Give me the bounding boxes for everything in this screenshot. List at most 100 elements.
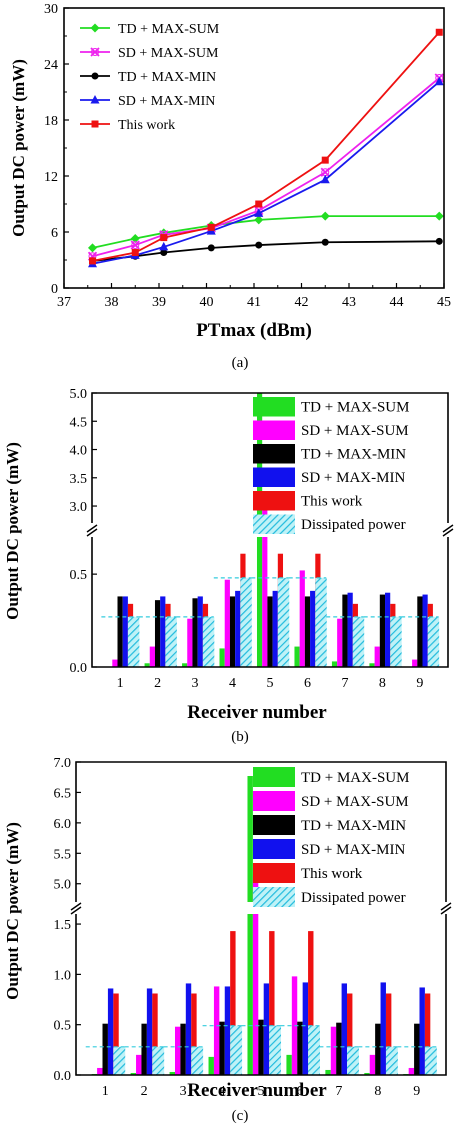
bar [380, 982, 386, 1075]
x-tick-label: 37 [57, 295, 71, 310]
legend-label: TD + MAX-MIN [118, 70, 216, 85]
x-axis-label: PTmax (dBm) [196, 320, 312, 341]
series-line [92, 215, 440, 249]
data-point-ring [131, 241, 140, 250]
bar [331, 661, 338, 667]
bar [187, 618, 193, 667]
data-point [160, 249, 168, 257]
bar [304, 596, 311, 667]
y-tick-label: 4.5 [70, 415, 88, 430]
data-point [160, 234, 168, 242]
x-tick-label: 45 [437, 295, 451, 310]
data-point [89, 257, 96, 265]
bar-dissipated [352, 616, 365, 667]
data-point [320, 174, 330, 184]
bar [122, 596, 128, 667]
bar [347, 592, 353, 667]
bar [213, 986, 220, 1075]
panel-c: 0.0 0.5 1.0 1.5 5.0 5.5 6.0 6.5 7.0 1 2 3 4 5 6 7 8 9 TD +… [3, 756, 452, 1124]
panel-caption: (b) [231, 729, 249, 745]
legend-swatch [253, 491, 295, 511]
data-point [254, 215, 264, 225]
bar [208, 1056, 214, 1075]
bar [330, 1026, 337, 1075]
bar [113, 993, 119, 1075]
data-point [90, 95, 100, 104]
data-point [255, 241, 263, 249]
bar [224, 579, 230, 667]
bar [364, 1072, 370, 1075]
series-line [92, 31, 440, 262]
legend-label: TD + MAX-SUM [301, 770, 409, 786]
y-tick-label: 18 [44, 114, 58, 129]
bar-dissipated [127, 616, 140, 667]
bar [107, 988, 114, 1075]
data-point [88, 243, 97, 253]
bar [219, 1021, 225, 1075]
y-tick-label: 1.5 [54, 918, 72, 933]
y-tick-label: 30 [44, 2, 58, 17]
y-axis-label: Output DC power (mW) [9, 59, 28, 237]
bar-lower-part [262, 537, 268, 667]
axis-break-mark [440, 902, 452, 915]
y-tick-label: 0.0 [70, 661, 88, 676]
bar [347, 993, 353, 1075]
x-tick-label: 39 [152, 295, 166, 310]
bar [414, 1023, 420, 1075]
bar [417, 596, 423, 667]
bar [160, 596, 166, 667]
bar-dissipated [269, 1025, 282, 1075]
bar-dissipated [165, 616, 177, 667]
bar [302, 982, 309, 1075]
bar [149, 646, 155, 667]
y-tick-label: 3.5 [70, 472, 88, 487]
bar-dissipated [113, 1046, 126, 1075]
bar [229, 596, 236, 667]
x-tick-label: 3 [180, 1084, 187, 1099]
legend-label: Dissipated power [301, 890, 406, 906]
bar [180, 1023, 186, 1075]
bar [369, 1054, 376, 1075]
y-tick-label: 0.0 [54, 1069, 72, 1084]
series-line [92, 240, 440, 262]
data-point [321, 156, 329, 164]
panel-b: 0.0 0.5 3.0 3.5 4.0 4.5 5.0 1 2 3 4 5 6 7 8 9 TD + MAX-S… [3, 387, 454, 745]
bar [154, 600, 161, 667]
bar [191, 993, 197, 1075]
legend-swatch [253, 397, 295, 417]
y-tick-label: 7.0 [54, 756, 72, 771]
bar-dissipated [240, 577, 252, 667]
x-tick-label: 41 [247, 295, 261, 310]
bar-dissipated [277, 577, 290, 667]
bar [308, 931, 314, 1075]
bar [294, 646, 300, 667]
x-tick-label: 4 [219, 1084, 226, 1099]
legend-swatch [253, 791, 295, 811]
bar [144, 663, 150, 667]
legend-swatch [253, 863, 295, 883]
bar [152, 993, 158, 1075]
legend-label: SD + MAX-MIN [118, 94, 215, 109]
bar-upper-part [247, 776, 253, 902]
bar [310, 590, 316, 667]
x-tick-label: 1 [102, 1084, 109, 1099]
bar [230, 931, 236, 1075]
bar [379, 594, 386, 667]
legend-swatch [253, 839, 295, 859]
bar [263, 983, 270, 1075]
legend-label: SD + MAX-SUM [301, 423, 409, 439]
x-tick-label: 8 [374, 1084, 381, 1099]
data-point [434, 211, 444, 221]
panel-a: 37 38 39 40 41 42 43 44 45 0 6 12 18 24 30 TD + MAX-SU… [9, 2, 451, 371]
legend-label: SD + MAX-SUM [301, 794, 409, 810]
x-tick-label: 5 [267, 676, 274, 691]
bar [341, 983, 348, 1075]
bar-lower-part [256, 537, 263, 667]
x-tick-label: 42 [295, 295, 309, 310]
bar [269, 931, 275, 1075]
bar [342, 594, 348, 667]
upper-frame [91, 392, 449, 523]
legend-label: SD + MAX-MIN [301, 470, 405, 486]
bar [408, 1067, 415, 1075]
